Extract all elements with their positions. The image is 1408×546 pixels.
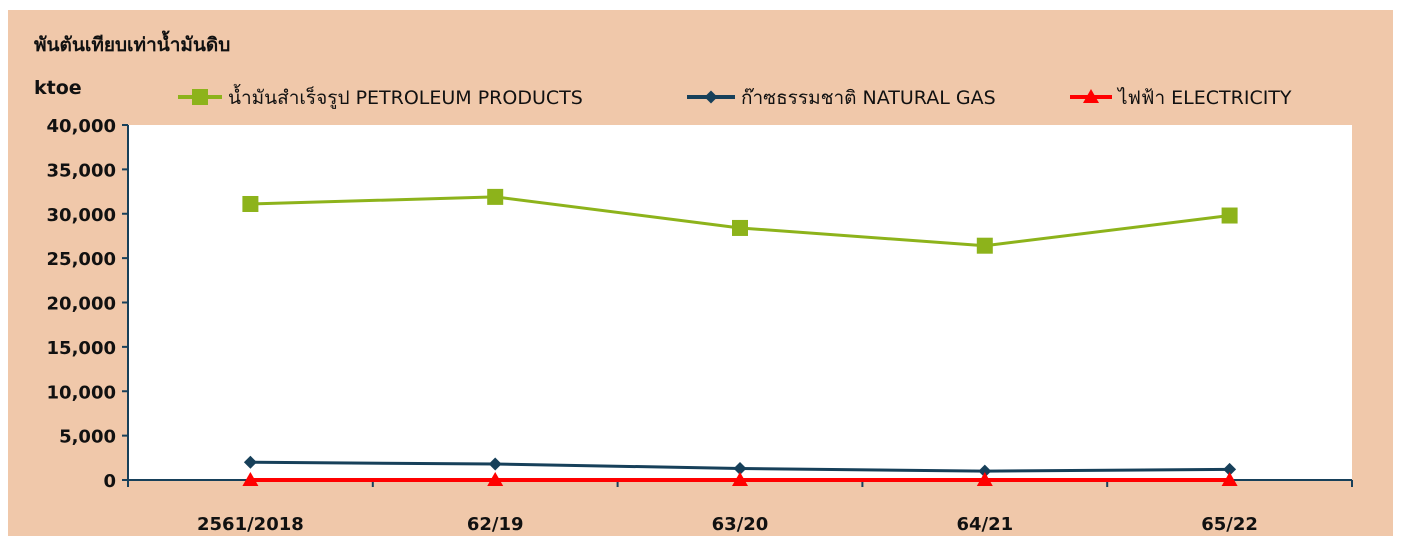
series-electricity <box>242 472 1238 486</box>
legend-marker <box>192 89 208 105</box>
x-tick-label: 63/20 <box>712 514 769 535</box>
y-axis-label: ktoe <box>34 77 82 99</box>
data-point <box>487 472 504 486</box>
data-point <box>488 457 502 471</box>
x-tick-label: 65/22 <box>1201 514 1258 535</box>
series-layer <box>242 188 1238 486</box>
x-tick-label: 64/21 <box>956 514 1013 535</box>
y-tick-label: 30,000 <box>47 205 116 226</box>
data-point <box>1221 472 1238 486</box>
data-point <box>1223 462 1237 476</box>
legend-item-petroleum-products: น้ำมันสำเร็จรูป PETROLEUM PRODUCTS <box>178 84 583 109</box>
y-tick-label: 0 <box>103 471 116 492</box>
data-point <box>976 237 993 254</box>
data-point <box>243 455 257 469</box>
data-point <box>978 464 992 478</box>
y-tick-label: 20,000 <box>47 294 116 315</box>
y-tick-label: 10,000 <box>47 382 116 403</box>
legend-item-electricity: ไฟฟ้า ELECTRICITY <box>1070 87 1292 109</box>
data-point <box>732 219 748 236</box>
legend-label: น้ำมันสำเร็จรูป PETROLEUM PRODUCTS <box>228 84 583 109</box>
data-point <box>487 188 504 205</box>
legend: น้ำมันสำเร็จรูป PETROLEUM PRODUCTS ก๊าซธร… <box>178 84 1292 109</box>
y-tick-label: 25,000 <box>47 249 116 270</box>
data-point <box>976 472 993 486</box>
data-point <box>242 472 259 486</box>
y-tick-label: 5,000 <box>59 427 116 448</box>
legend-marker <box>704 90 718 104</box>
legend-label: ก๊าซธรรมชาติ NATURAL GAS <box>741 87 996 109</box>
series-natural-gas <box>243 455 1237 478</box>
y-tick-label: 40,000 <box>47 116 116 137</box>
y-tick-label: 35,000 <box>47 160 116 181</box>
plot-area <box>128 125 1352 480</box>
legend-marker <box>1083 89 1099 103</box>
legend-item-natural-gas: ก๊าซธรรมชาติ NATURAL GAS <box>687 87 996 109</box>
legend-label: ไฟฟ้า ELECTRICITY <box>1116 87 1292 109</box>
x-tick-label: 2561/2018 <box>197 514 304 535</box>
series-petroleum-products <box>242 188 1238 254</box>
data-point <box>732 472 748 486</box>
data-point <box>242 195 259 212</box>
data-point <box>733 461 747 475</box>
data-point <box>1221 207 1238 224</box>
chart-title: พันตันเทียบเท่าน้ำมันดิบ <box>34 30 230 56</box>
x-tick-label: 62/19 <box>467 514 524 535</box>
y-tick-label: 15,000 <box>47 338 116 359</box>
